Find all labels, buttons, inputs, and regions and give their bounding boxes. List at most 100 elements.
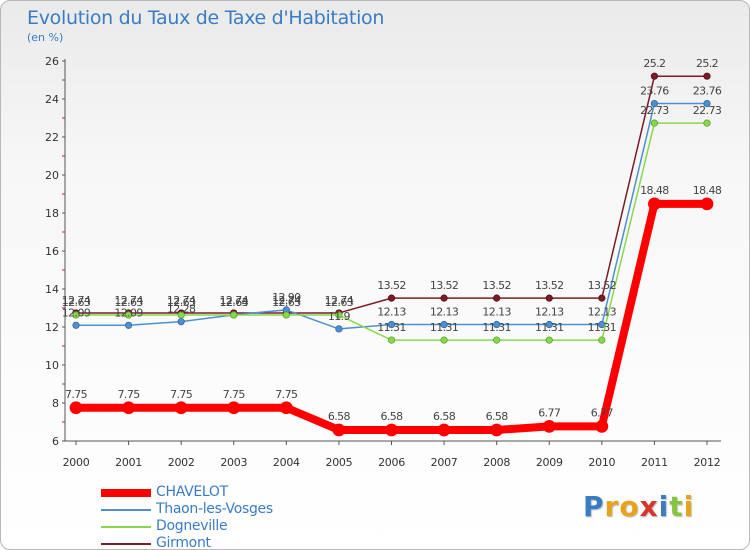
data-label: 12.74: [114, 294, 143, 307]
x-tick-label: 2005: [326, 456, 353, 469]
legend-swatch: [101, 526, 151, 528]
data-label: 12.63: [62, 296, 91, 309]
data-label: 7.75: [275, 388, 298, 401]
x-tick-label: 2001: [115, 456, 142, 469]
data-point: [440, 320, 448, 329]
data-point: [385, 423, 398, 437]
data-label: 25.2: [643, 57, 665, 70]
data-point: [545, 336, 553, 344]
x-tick-label: 2007: [431, 456, 458, 469]
data-label: 12.13: [588, 306, 617, 319]
data-point: [545, 320, 553, 329]
chart-title: Evolution du Taux de Taxe d'Habitation: [27, 7, 385, 29]
data-label: 12.74: [62, 294, 91, 307]
data-label: 22.73: [640, 104, 669, 117]
proxiti-logo: Proxiti: [583, 490, 695, 523]
data-point: [440, 294, 448, 302]
chart-subtitle: (en %): [27, 31, 64, 44]
y-tick-label: 14: [45, 283, 59, 296]
data-label: 7.75: [223, 388, 246, 401]
data-label: 11.31: [430, 321, 459, 334]
data-label: 13.52: [588, 279, 617, 292]
data-point: [703, 72, 711, 80]
data-point: [387, 294, 396, 302]
data-label: 6.58: [328, 410, 351, 423]
legend-label: Thaon-les-Vosges: [156, 501, 273, 517]
data-point: [493, 294, 501, 302]
data-label: 12.13: [535, 306, 564, 319]
data-label: 12.90: [272, 291, 301, 304]
data-label: 11.31: [377, 321, 406, 334]
data-point: [598, 294, 606, 302]
data-point: [437, 423, 451, 437]
data-label: 7.75: [65, 388, 88, 401]
data-label: 12.63: [167, 296, 196, 309]
data-label: 18.48: [693, 184, 722, 197]
data-label: 11.31: [482, 321, 511, 334]
data-point: [124, 321, 133, 329]
data-label: 11.31: [588, 321, 617, 334]
data-point: [72, 321, 80, 329]
data-label: 12.13: [430, 306, 459, 319]
data-point: [177, 318, 185, 326]
series-thaon-les-vosges: [72, 99, 711, 333]
data-label: 23.76: [693, 85, 722, 98]
y-tick-label: 10: [45, 359, 59, 372]
legend-swatch: [101, 509, 151, 511]
data-point: [650, 72, 659, 80]
data-label: 12.63: [325, 296, 354, 309]
data-label: 12.64: [220, 296, 249, 309]
data-label: 23.76: [640, 85, 669, 98]
data-label: 18.48: [640, 184, 669, 197]
data-label: 12.09: [114, 306, 143, 319]
data-label: 6.58: [380, 410, 403, 423]
data-label: 6.58: [433, 410, 456, 423]
data-point: [387, 320, 396, 329]
data-point: [335, 311, 343, 319]
data-point: [703, 99, 711, 108]
data-point: [69, 401, 83, 415]
data-point: [279, 401, 293, 415]
data-point: [595, 419, 609, 433]
data-label: 12.74: [325, 294, 354, 307]
data-label: 12.13: [482, 306, 511, 319]
legend-swatch: [101, 543, 151, 545]
y-tick-label: 20: [45, 169, 59, 182]
data-point: [598, 336, 606, 344]
data-point: [440, 336, 448, 344]
data-point: [174, 401, 188, 415]
x-tick-label: 2000: [63, 456, 90, 469]
data-point: [493, 320, 501, 329]
data-label: 13.52: [377, 279, 406, 292]
data-point: [72, 311, 80, 319]
x-tick-label: 2003: [220, 456, 247, 469]
data-label: 7.75: [118, 388, 141, 401]
data-point: [122, 401, 135, 415]
data-point: [545, 294, 553, 302]
y-tick-label: 16: [45, 245, 59, 258]
data-label: 11.31: [535, 321, 564, 334]
data-label: 22.73: [693, 104, 722, 117]
data-label: 13.52: [482, 279, 511, 292]
series-dogneville: [72, 119, 711, 344]
data-point: [490, 423, 504, 437]
data-label: 7.75: [170, 388, 193, 401]
y-tick-label: 26: [45, 55, 59, 68]
data-label: 12.63: [114, 296, 143, 309]
data-label: 6.77: [538, 406, 561, 419]
y-tick-label: 12: [45, 321, 59, 334]
legend-label: CHAVELOT: [156, 484, 228, 500]
data-point: [124, 311, 133, 319]
data-point: [332, 423, 346, 437]
legend-label: Girmont: [156, 535, 211, 550]
data-point: [230, 311, 238, 319]
y-tick-label: 18: [45, 207, 59, 220]
data-label: 12.09: [62, 306, 91, 319]
data-label: 12.63: [272, 296, 301, 309]
data-point: [700, 197, 714, 211]
data-label: 12.74: [272, 294, 301, 307]
y-tick-label: 22: [45, 131, 59, 144]
data-point: [648, 197, 661, 211]
